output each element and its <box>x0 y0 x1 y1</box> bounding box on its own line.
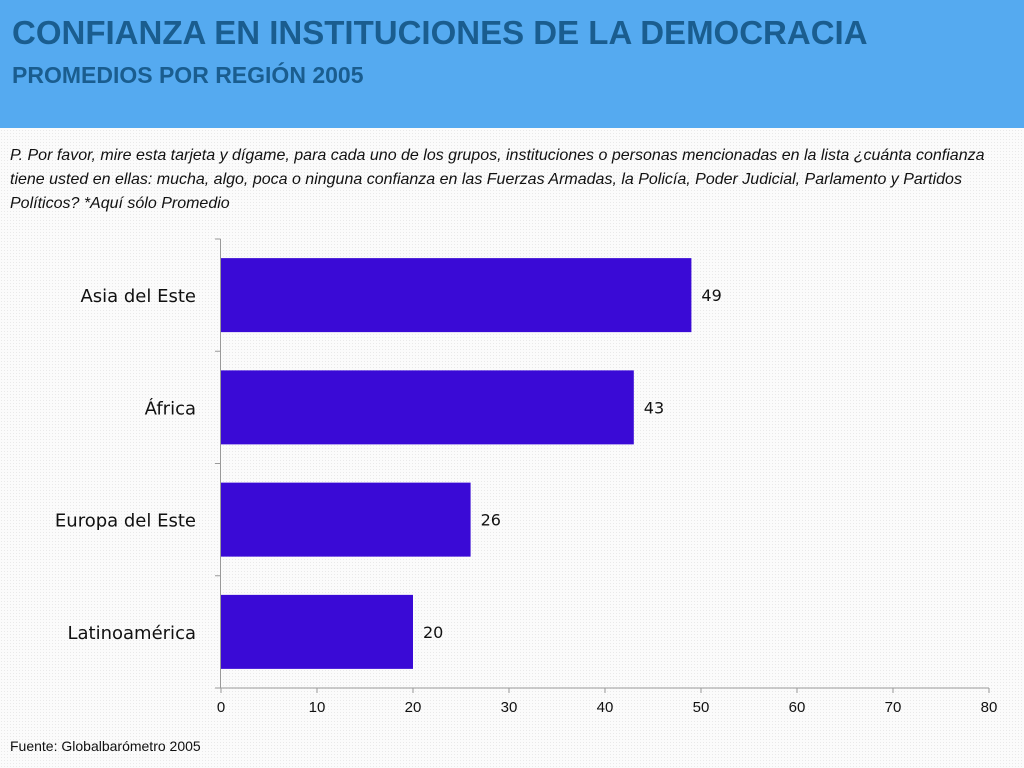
bar <box>221 370 634 445</box>
category-label: Europa del Este <box>55 511 196 532</box>
bar <box>221 482 471 557</box>
slide-title: CONFIANZA EN INSTITUCIONES DE LA DEMOCRA… <box>12 14 868 51</box>
header-band: CONFIANZA EN INSTITUCIONES DE LA DEMOCRA… <box>0 0 1024 128</box>
data-label: 43 <box>644 398 664 417</box>
category-label: Latinoamérica <box>67 623 196 644</box>
source-note: Fuente: Globalbarómetro 2005 <box>10 738 201 754</box>
bar-chart: 0 10 20 30 40 50 60 70 80 Asia del Este 49 África 43… <box>55 238 998 716</box>
slide-subtitle: PROMEDIOS POR REGIÓN 2005 <box>12 62 364 88</box>
x-tick-label: 20 <box>405 699 422 716</box>
survey-question: P. Por favor, mire esta tarjeta y dígame… <box>10 147 985 212</box>
x-tick-label: 40 <box>597 699 614 716</box>
bar <box>221 258 692 333</box>
x-tick-label: 60 <box>789 699 806 716</box>
category-label: África <box>145 397 196 419</box>
x-tick-label: 70 <box>885 699 902 716</box>
x-tick-label: 30 <box>501 699 518 716</box>
bar <box>221 594 413 669</box>
category-label: Asia del Este <box>80 286 196 307</box>
x-tick-label: 10 <box>309 699 326 716</box>
x-tick-label: 50 <box>693 699 710 716</box>
data-label: 20 <box>423 623 443 642</box>
x-tick-label: 0 <box>217 699 225 716</box>
data-label: 49 <box>701 286 721 305</box>
data-label: 26 <box>481 511 501 530</box>
x-tick-label: 80 <box>981 699 998 716</box>
